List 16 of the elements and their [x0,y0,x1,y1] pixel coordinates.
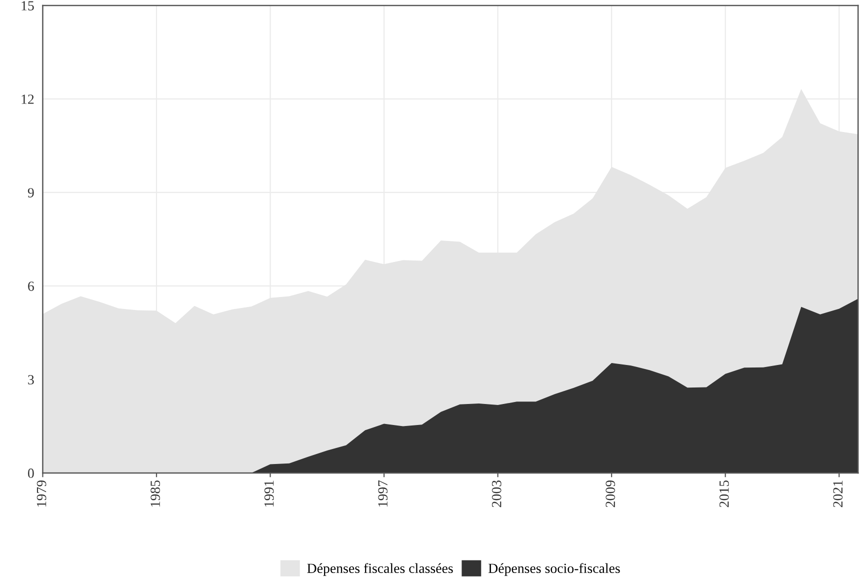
y-tick-label: 6 [28,282,34,291]
x-tick-label: 2009 [606,480,616,508]
x-tick-label: 1985 [150,480,160,506]
legend-label: Dépenses socio-fiscales [488,563,620,576]
y-tick-label: 9 [28,188,34,198]
x-tick-label: 2015 [719,480,729,508]
x-tick-label: 1997 [378,480,388,506]
y-tick-label: 3 [28,375,34,384]
y-tick-label: 12 [22,94,34,104]
x-tick-label: 2003 [492,480,502,508]
legend-label: Dépenses fiscales classées [307,563,453,576]
x-tick-label: 1991 [264,480,274,506]
x-tick-label: 1979 [36,480,46,506]
y-tick-label: 15 [22,1,34,10]
x-tick-label: 2021 [833,480,843,508]
y-tick-label: 0 [28,468,34,478]
